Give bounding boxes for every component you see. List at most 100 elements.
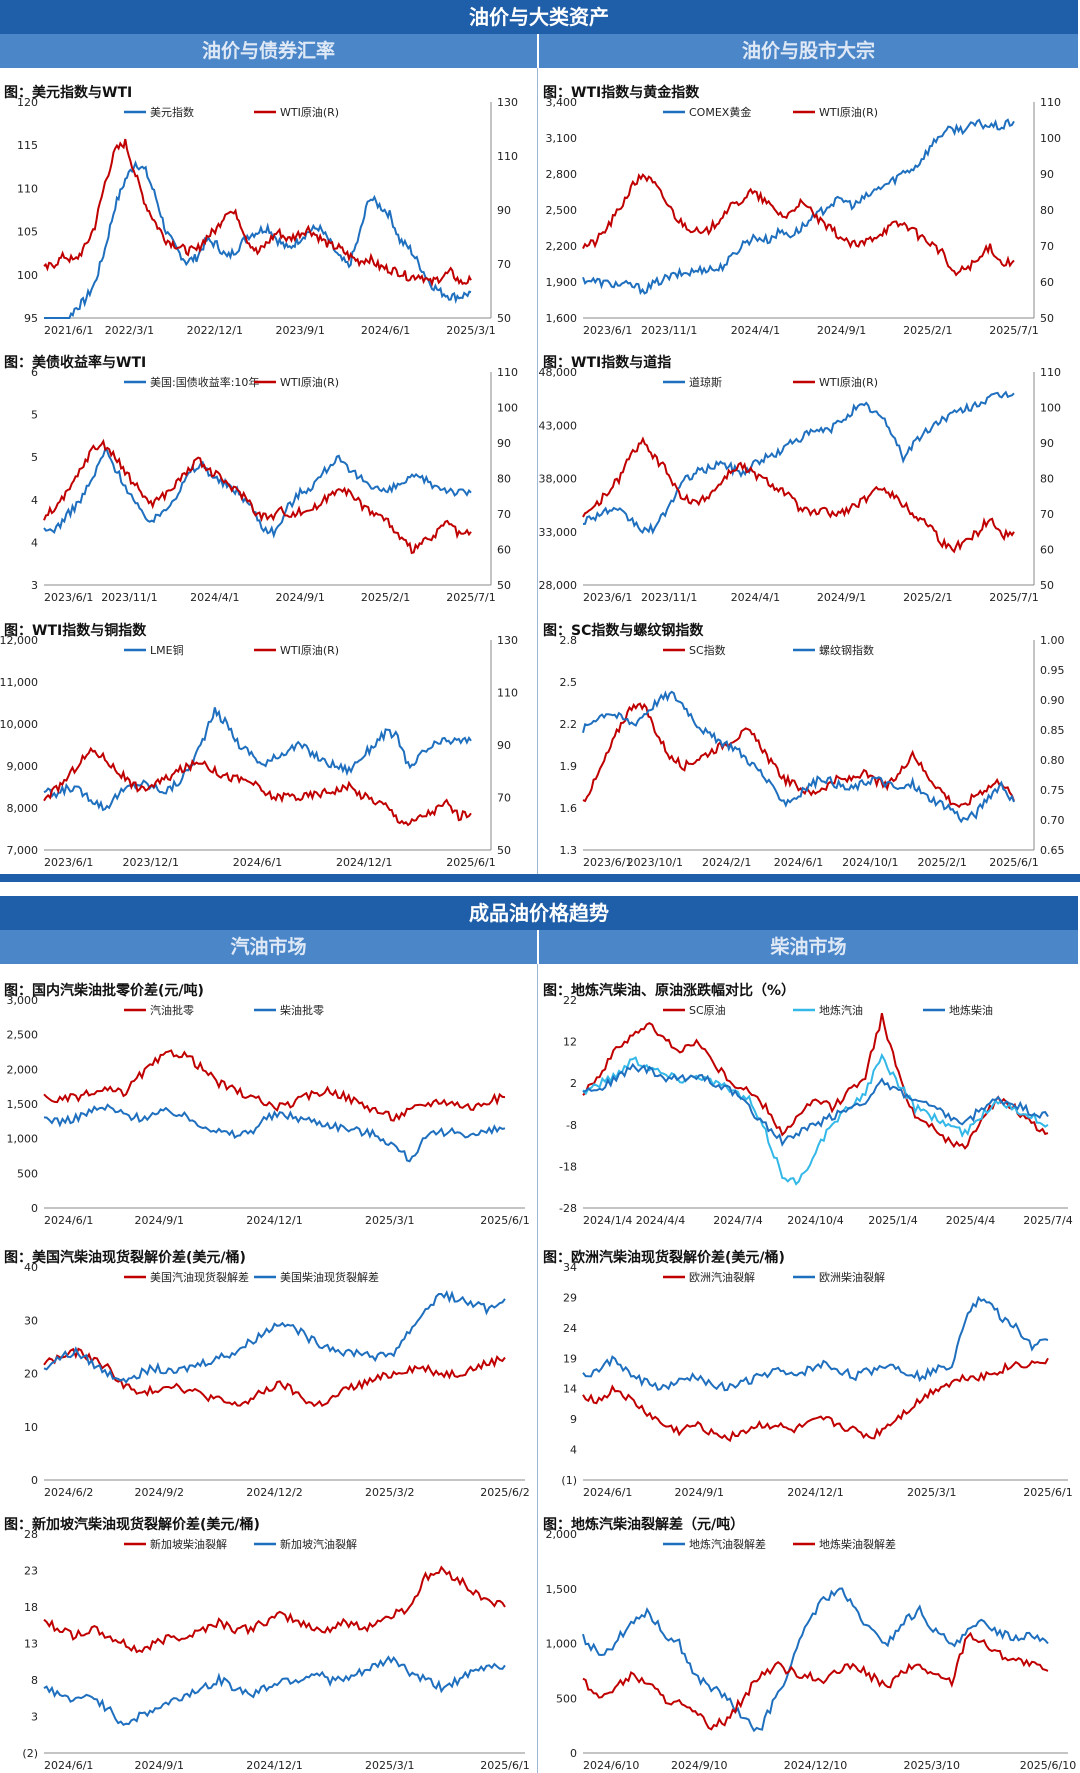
- series-line-2: [43, 746, 472, 827]
- chart-teapot-crack: 图：地炼汽柴油裂解差（元/吨） 0 500 1,000 1,500 2,000 2024/…: [539, 1512, 1080, 1773]
- series-line-2: [582, 1295, 1049, 1392]
- x-tick-label: 2025/3/1: [365, 1214, 414, 1227]
- x-tick-label: 2024/4/1: [731, 591, 780, 604]
- legend-label: 美元指数: [150, 105, 194, 119]
- y-tick-label-right: 50: [497, 579, 511, 592]
- y-tick-label-left: 5: [31, 451, 38, 464]
- y-tick-label-right: 90: [497, 437, 511, 450]
- y-tick-label-left: 0: [570, 1747, 577, 1760]
- x-tick-label: 2025/6/2: [480, 1486, 529, 1499]
- y-tick-label-right: 130: [497, 96, 518, 109]
- y-tick-label-right: 0.85: [1040, 724, 1065, 737]
- y-tick-label-left: 13: [24, 1638, 38, 1651]
- y-tick-label-right: 50: [497, 844, 511, 857]
- x-tick-label: 2024/9/2: [135, 1486, 184, 1499]
- legend-label: WTI原油(R): [280, 643, 339, 657]
- legend-label: 新加坡汽油裂解: [280, 1537, 357, 1551]
- series-line-2: [43, 438, 472, 555]
- y-tick-label-left: 33,000: [539, 526, 577, 539]
- subbar-stocks-commodities: 油价与股市大宗: [539, 34, 1078, 68]
- x-tick-label: 2023/6/1: [583, 856, 632, 869]
- y-tick-label-left: 8,000: [7, 802, 39, 815]
- y-tick-label-right: 90: [1040, 168, 1054, 181]
- x-tick-label: 2024/6/1: [233, 856, 282, 869]
- section-banner-products: 成品油价格趋势: [0, 896, 1078, 930]
- y-tick-label-left: -18: [559, 1160, 577, 1173]
- center-divider-bottom: [537, 964, 538, 1773]
- x-tick-label: 2024/9/1: [675, 1486, 724, 1499]
- x-tick-label: 2023/12/1: [123, 856, 179, 869]
- series-line-2: [43, 138, 472, 287]
- x-tick-label: 2024/9/1: [817, 324, 866, 337]
- chart-us-crack: 图：美国汽柴油现货裂解价差(美元/桶) 0 10 20 30 40 2024/6/2 202…: [0, 1245, 537, 1500]
- legend-label: 欧洲汽油裂解: [689, 1270, 755, 1284]
- series-line-1: [43, 1049, 506, 1122]
- legend-label: SC原油: [689, 1003, 726, 1017]
- chart-title: 图：国内汽柴油批零价差(元/吨): [4, 983, 204, 999]
- chart-wti-copper: 图：WTI指数与铜指数 7,000 8,000 9,000 10,000 11,000 1…: [0, 618, 537, 870]
- legend-label: 美国汽油现货裂解差: [150, 1270, 249, 1284]
- y-tick-label-left: 2.5: [560, 676, 578, 689]
- chart-svg: 3 4 4 5 5 6 50 60 70 80 90 100 110 2023/6/1 2023/11/1 2…: [31, 366, 518, 604]
- chart-title: 图：WTI指数与黄金指数: [543, 85, 700, 101]
- legend-label: WTI原油(R): [280, 105, 339, 119]
- y-tick-label-left: 500: [556, 1692, 577, 1705]
- x-tick-label: 2025/2/1: [903, 324, 952, 337]
- legend-label: LME铜: [150, 643, 184, 657]
- y-tick-label-left: 115: [17, 139, 38, 152]
- y-tick-label-right: 50: [1040, 579, 1054, 592]
- center-divider-top: [537, 68, 538, 874]
- y-tick-label-left: 3: [31, 579, 38, 592]
- x-tick-label: 2025/3/1: [365, 1759, 414, 1772]
- series-line-1: [43, 1565, 506, 1654]
- legend-label: 地炼汽油裂解差: [689, 1537, 766, 1551]
- y-tick-label-left: 34: [563, 1261, 577, 1274]
- y-tick-label-left: 1,500: [7, 1098, 39, 1111]
- y-tick-label-left: 43,000: [539, 419, 577, 432]
- y-tick-label-left: -28: [559, 1202, 577, 1215]
- chart-svg: 28,000 33,000 38,000 43,000 48,000 50 60 70 80 90…: [539, 366, 1061, 604]
- chart-sg-crack: 图：新加坡汽柴油现货裂解价差(美元/桶) (2) 3 8 13 18 23 28 2024/6…: [0, 1512, 537, 1773]
- y-tick-label-right: 60: [497, 544, 511, 557]
- x-tick-label: 2024/10/4: [787, 1214, 843, 1227]
- x-tick-label: 2024/6/1: [774, 856, 823, 869]
- y-tick-label-right: 0.80: [1040, 754, 1065, 767]
- y-tick-label-right: 0.90: [1040, 694, 1065, 707]
- x-tick-label: 2024/4/1: [190, 591, 239, 604]
- x-tick-label: 2025/6/1: [446, 856, 495, 869]
- y-tick-label-right: 100: [1040, 132, 1061, 145]
- x-tick-label: 2024/12/10: [784, 1759, 847, 1772]
- y-tick-label-left: 1,000: [546, 1638, 578, 1651]
- y-tick-label-left: 1,900: [546, 276, 578, 289]
- chart-wti-dow: 图：WTI指数与道指 28,000 33,000 38,000 43,000 48,00…: [539, 350, 1080, 605]
- series-line-2: [582, 690, 1015, 824]
- section-divider: [0, 874, 1080, 882]
- y-tick-label-left: 2,000: [546, 1528, 578, 1541]
- y-tick-label-left: 40: [24, 1261, 38, 1274]
- chart-eu-crack: 图：欧洲汽柴油现货裂解价差(美元/桶) (1) 4 9 14 19 24 29 34 2024/…: [539, 1245, 1080, 1500]
- legend-label: 欧洲柴油裂解: [819, 1270, 885, 1284]
- y-tick-label-left: 24: [563, 1322, 577, 1335]
- y-tick-label-left: 28: [24, 1528, 38, 1541]
- series-line-1: [582, 118, 1015, 296]
- y-tick-label-left: 2,500: [546, 204, 578, 217]
- legend-label: 美国:国债收益率:10年: [150, 375, 259, 389]
- y-tick-label-right: 50: [497, 312, 511, 325]
- x-tick-label: 2025/7/4: [1023, 1214, 1072, 1227]
- series-line-1: [582, 1587, 1049, 1733]
- y-tick-label-right: 110: [1040, 96, 1061, 109]
- x-tick-label: 2024/12/1: [336, 856, 392, 869]
- y-tick-label-left: (2): [22, 1747, 38, 1760]
- legend-label: 新加坡柴油裂解: [150, 1537, 227, 1551]
- y-tick-label-left: 2,000: [7, 1063, 39, 1076]
- legend-label: 螺纹钢指数: [819, 643, 874, 657]
- legend-label: 柴油批零: [280, 1003, 324, 1017]
- chart-title: 图：美国汽柴油现货裂解价差(美元/桶): [4, 1250, 246, 1266]
- chart-svg: (2) 3 8 13 18 23 28 2024/6/1 2024/9/1 2024/12/1 20…: [22, 1528, 529, 1772]
- series-line-1: [582, 390, 1015, 535]
- x-tick-label: 2024/6/1: [583, 1486, 632, 1499]
- y-tick-label-left: 120: [17, 96, 38, 109]
- y-tick-label-right: 100: [1040, 402, 1061, 415]
- y-tick-label-left: 9,000: [7, 760, 39, 773]
- chart-title: 图：地炼汽柴油裂解差（元/吨）: [543, 1517, 745, 1533]
